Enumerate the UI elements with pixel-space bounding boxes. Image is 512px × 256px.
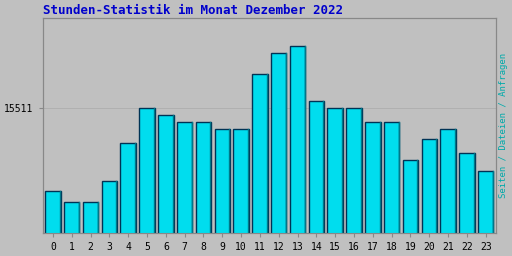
- Bar: [421, 140, 437, 256]
- Bar: [233, 129, 249, 256]
- Bar: [384, 122, 399, 256]
- Bar: [139, 108, 155, 256]
- Bar: [365, 122, 380, 256]
- Bar: [252, 74, 268, 256]
- Bar: [459, 153, 475, 256]
- Bar: [309, 101, 324, 256]
- Bar: [177, 122, 193, 256]
- Bar: [64, 202, 79, 256]
- Bar: [403, 160, 418, 256]
- Bar: [440, 129, 456, 256]
- Bar: [215, 129, 230, 256]
- Bar: [196, 122, 211, 256]
- Bar: [346, 108, 361, 256]
- Bar: [271, 53, 286, 256]
- Bar: [290, 46, 305, 256]
- Bar: [158, 115, 174, 256]
- Y-axis label: Seiten / Dateien / Anfragen: Seiten / Dateien / Anfragen: [499, 53, 508, 198]
- Bar: [120, 143, 136, 256]
- Bar: [102, 181, 117, 256]
- Bar: [83, 202, 98, 256]
- Bar: [478, 170, 494, 256]
- Text: Stunden-Statistik im Monat Dezember 2022: Stunden-Statistik im Monat Dezember 2022: [42, 4, 343, 17]
- Bar: [45, 191, 60, 256]
- Bar: [328, 108, 343, 256]
